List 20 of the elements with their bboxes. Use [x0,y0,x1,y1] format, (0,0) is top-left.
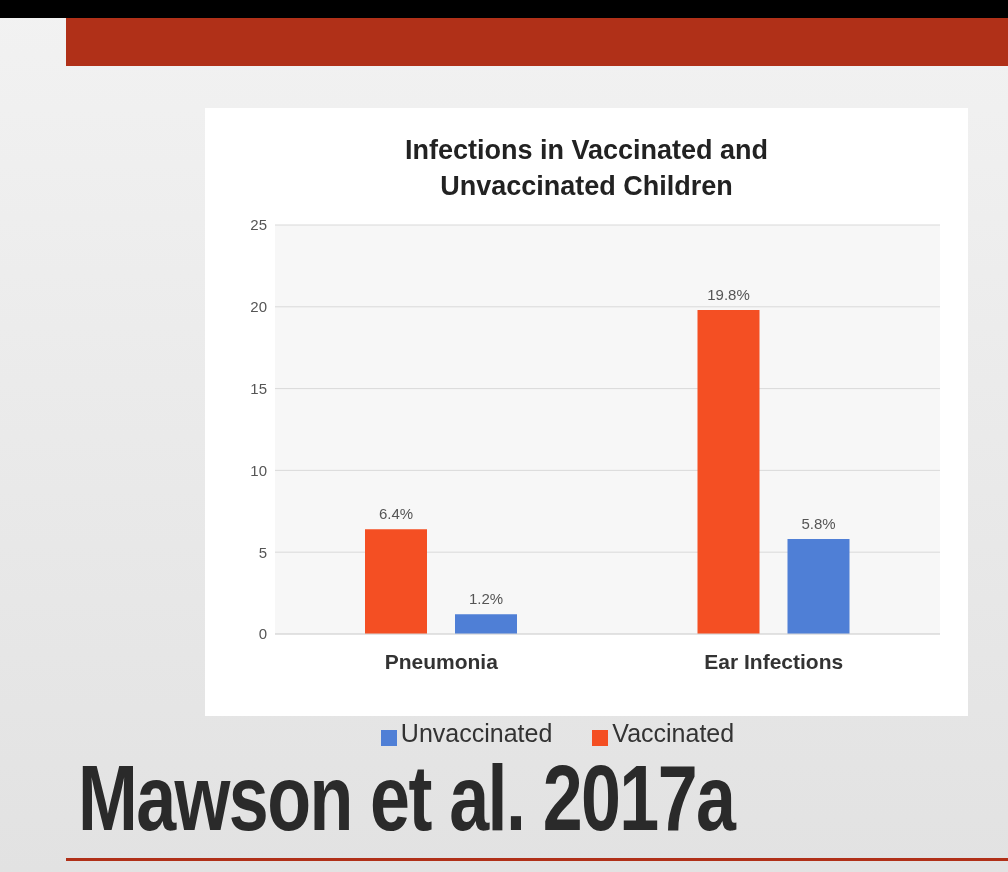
y-tick-label: 20 [250,298,267,316]
data-label: 6.4% [378,505,414,523]
text: Mawson et al. 2017a [78,747,735,849]
data-label: 19.8% [707,286,750,304]
bar [455,614,517,634]
y-tick-label: 5 [258,543,267,561]
legend-label: Vaccinated [612,719,735,747]
data-label: 5.8% [801,515,836,533]
chart-title: Infections in Vaccinated and Unvaccinated Children [403,134,770,203]
bar [697,310,760,634]
y-tick-label: 25 [250,216,267,234]
y-tick-label: 0 [258,625,267,643]
y-tick-label: 10 [250,461,267,479]
data-label: 1.2% [468,590,504,608]
bar [365,529,427,634]
bar [787,539,850,634]
x-tick-label: Pneumonia [384,649,499,673]
legend-label: Unvaccinated [400,719,553,747]
y-tick-label: 15 [250,379,267,397]
x-tick-label: Ear Infections [704,649,844,673]
